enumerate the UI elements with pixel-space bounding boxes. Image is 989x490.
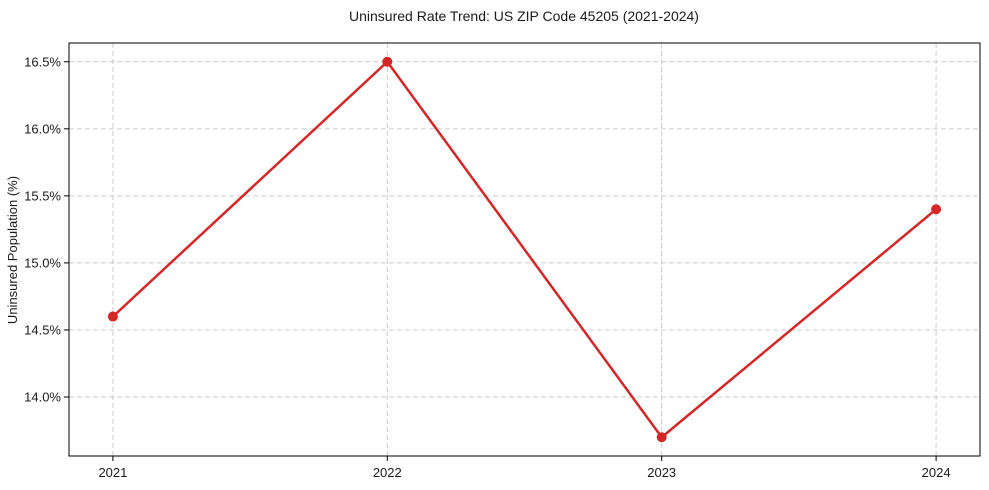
x-tick-label: 2022 [373,465,402,480]
y-tick-label: 16.5% [24,54,61,69]
data-point [931,204,942,215]
y-tick-label: 14.0% [24,390,61,405]
tick-labels-layer: 14.0% 14.5% 15.0% 15.5% 16.0% 16.5% 2021 2022 20… [24,54,950,480]
data-point [656,432,667,443]
ticks-layer [64,61,937,461]
y-tick-label: 16.0% [24,121,61,136]
data-point [382,56,393,67]
series-layer [107,56,942,443]
y-tick-label: 15.5% [24,188,61,203]
gridlines-layer [69,43,980,456]
y-tick-label: 14.5% [24,323,61,338]
chart-title: Uninsured Rate Trend: US ZIP Code 45205 … [349,8,699,24]
data-point [107,311,118,322]
y-tick-label: 15.0% [24,255,61,270]
y-axis-label: Uninsured Population (%) [5,176,20,324]
x-tick-label: 2023 [647,465,676,480]
axes-frame [68,42,981,457]
x-tick-label: 2021 [98,465,127,480]
trend-line [111,60,938,439]
x-tick-label: 2024 [922,465,951,480]
